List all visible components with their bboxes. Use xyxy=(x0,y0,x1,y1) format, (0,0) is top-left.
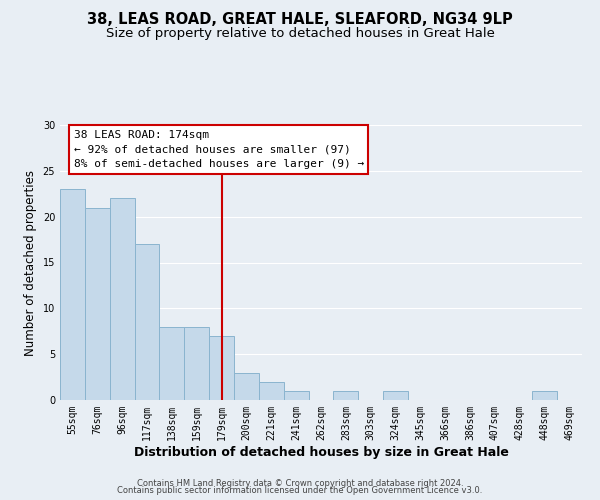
Bar xyxy=(184,326,209,400)
Text: 38 LEAS ROAD: 174sqm
← 92% of detached houses are smaller (97)
8% of semi-detach: 38 LEAS ROAD: 174sqm ← 92% of detached h… xyxy=(74,130,364,169)
Bar xyxy=(259,382,284,400)
Text: Contains HM Land Registry data © Crown copyright and database right 2024.: Contains HM Land Registry data © Crown c… xyxy=(137,478,463,488)
Text: Size of property relative to detached houses in Great Hale: Size of property relative to detached ho… xyxy=(106,28,494,40)
Bar xyxy=(383,391,408,400)
Bar xyxy=(85,208,110,400)
Bar xyxy=(532,391,557,400)
Bar xyxy=(334,391,358,400)
Bar xyxy=(110,198,134,400)
Text: 38, LEAS ROAD, GREAT HALE, SLEAFORD, NG34 9LP: 38, LEAS ROAD, GREAT HALE, SLEAFORD, NG3… xyxy=(87,12,513,28)
Text: Contains public sector information licensed under the Open Government Licence v3: Contains public sector information licen… xyxy=(118,486,482,495)
Bar xyxy=(234,372,259,400)
Bar xyxy=(160,326,184,400)
Y-axis label: Number of detached properties: Number of detached properties xyxy=(24,170,37,356)
Bar xyxy=(209,336,234,400)
Bar xyxy=(284,391,308,400)
Bar xyxy=(134,244,160,400)
Bar xyxy=(60,189,85,400)
X-axis label: Distribution of detached houses by size in Great Hale: Distribution of detached houses by size … xyxy=(134,446,508,458)
